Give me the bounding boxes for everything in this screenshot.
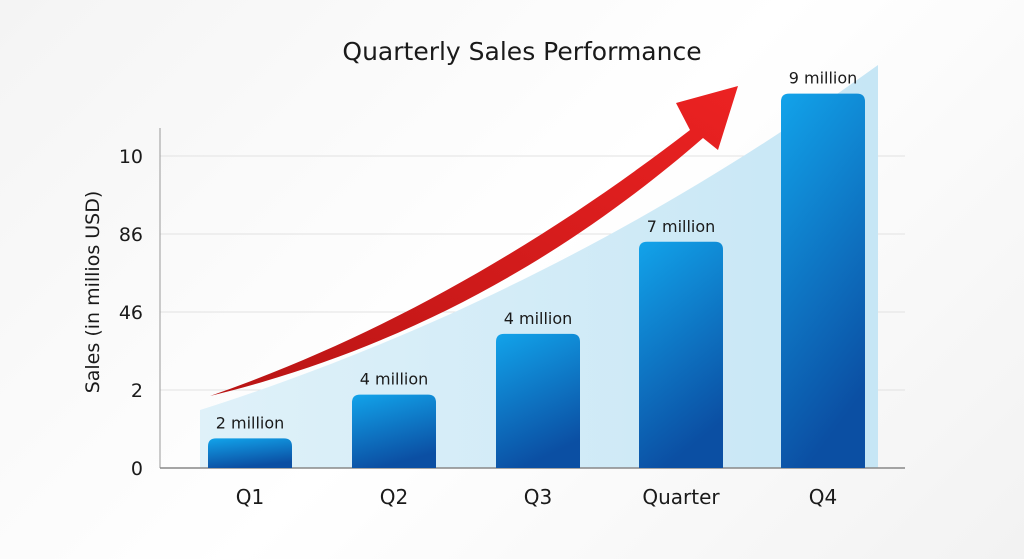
y-tick-label: 0 [131,458,143,480]
bar-data-label: 4 million [360,370,429,389]
x-tick-label: Q3 [524,485,552,509]
y-axis-label: Sales (in millios USD) [82,191,104,394]
bar-q1 [208,438,292,468]
bar-data-label: 2 million [216,413,285,432]
bar-q3 [496,333,580,468]
x-tick-label: Q1 [236,485,264,509]
bar-q2 [352,394,436,468]
bar-q4 [781,93,865,468]
y-tick-label: 86 [119,224,143,246]
chart-title: Quarterly Sales Performance [342,37,701,66]
trend-arrow [210,86,738,396]
x-tick-label: Q2 [380,485,408,509]
x-tick-label: Q4 [809,485,837,509]
bar-data-label: 9 million [789,69,858,88]
y-tick-label: 10 [119,146,143,168]
y-tick-label: 46 [119,302,143,324]
bar-data-label: 4 million [504,309,573,328]
bar-data-label: 7 million [647,217,716,236]
x-tick-label: Quarter [642,485,720,509]
bar-quarter [639,241,723,468]
y-tick-label: 2 [131,380,143,402]
